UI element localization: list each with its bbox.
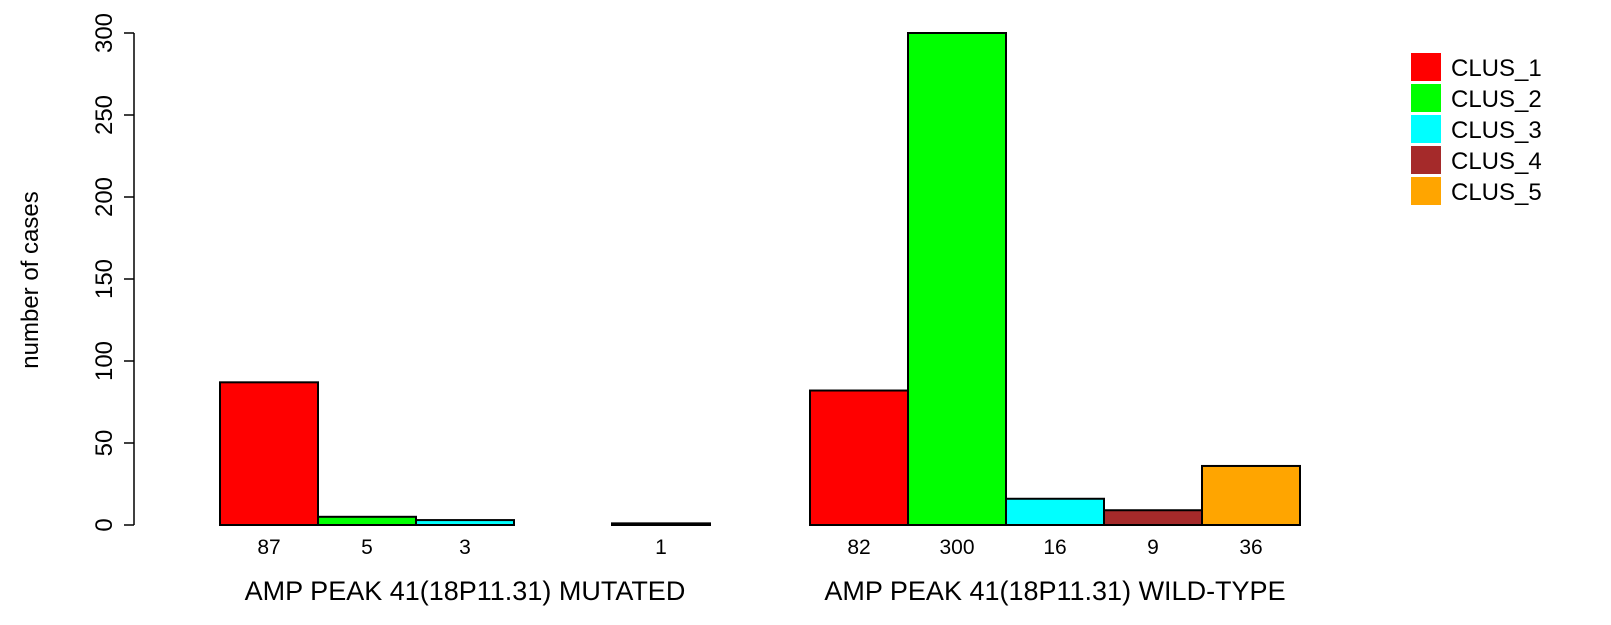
bar-value-label: 36: [1239, 536, 1262, 559]
y-tick-label: 150: [91, 259, 118, 299]
y-tick-label: 0: [91, 518, 118, 531]
bar-value-label: 300: [939, 536, 974, 559]
y-axis-label: number of cases: [17, 191, 44, 368]
legend-swatch: [1411, 177, 1441, 205]
bar-clus-2: [317, 515, 417, 526]
legend-label: CLUS_2: [1451, 86, 1542, 113]
legend-swatch: [1411, 84, 1441, 112]
bar-clus-1: [219, 381, 319, 526]
legend-label: CLUS_3: [1451, 117, 1542, 144]
bars: [219, 32, 1301, 527]
legend-swatch: [1411, 53, 1441, 81]
legend-swatch: [1411, 115, 1441, 143]
legend-swatch: [1411, 146, 1441, 174]
bar-value-label: 87: [257, 536, 280, 559]
bar-value-label: 5: [361, 536, 373, 559]
y-tick-label: 200: [91, 177, 118, 217]
bar-clus-3: [1005, 497, 1105, 527]
legend-label: CLUS_5: [1451, 179, 1542, 206]
y-tick-label: 300: [91, 13, 118, 53]
y-tick-label: 100: [91, 341, 118, 381]
bar-clus-5: [611, 522, 711, 526]
y-axis: 0 50 100 150 200 250 300: [91, 13, 135, 532]
bar-value-label: 9: [1147, 536, 1159, 559]
bar-value-label: 82: [847, 536, 870, 559]
y-tick-label: 50: [91, 430, 118, 457]
legend-label: CLUS_4: [1451, 148, 1542, 175]
legend-label: CLUS_1: [1451, 55, 1542, 82]
group-labels: AMP PEAK 41(18P11.31) MUTATED AMP PEAK 41…: [245, 576, 1286, 606]
bar-value-labels: 87 5 3 1 82 300 16 9 36: [257, 536, 1262, 559]
legend: CLUS_1 CLUS_2 CLUS_3 CLUS_4 CLUS_5: [1411, 53, 1542, 206]
bar-clus-4: [1103, 509, 1203, 526]
bar-value-label: 16: [1043, 536, 1066, 559]
y-tick-label: 250: [91, 95, 118, 135]
group-label: AMP PEAK 41(18P11.31) MUTATED: [245, 576, 686, 606]
bar-clus-2: [907, 32, 1007, 526]
group-label: AMP PEAK 41(18P11.31) WILD-TYPE: [824, 576, 1285, 606]
bar-value-label: 1: [655, 536, 667, 559]
bar-clus-1: [809, 389, 909, 526]
bar-value-label: 3: [459, 536, 471, 559]
bar-clus-3: [415, 519, 515, 527]
bar-clus-5: [1201, 464, 1301, 526]
